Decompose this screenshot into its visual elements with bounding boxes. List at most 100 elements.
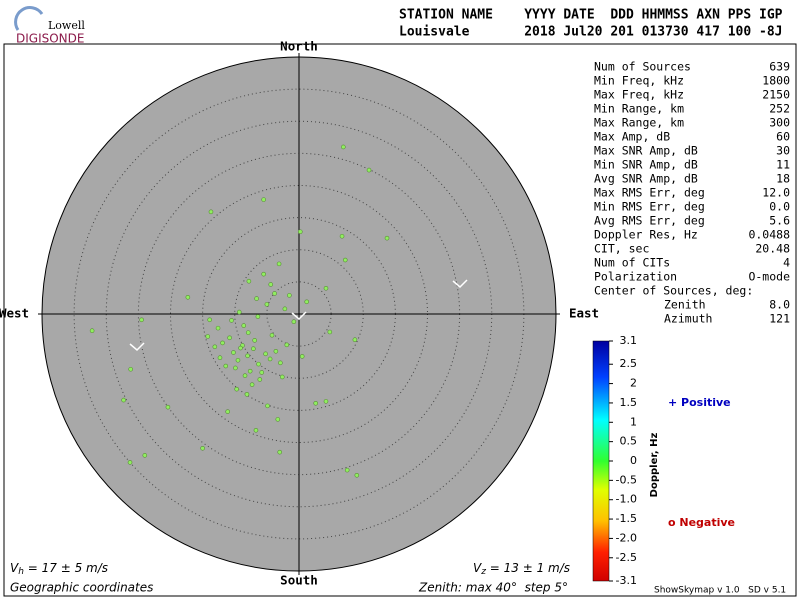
stat-value: 30 [776,144,790,158]
source-point [212,344,218,350]
source-point [223,363,229,369]
marker-chevron [452,279,468,289]
source-point [246,278,252,284]
stat-label: Min Range, km [594,102,684,116]
stat-value: 0.0488 [748,228,790,242]
source-point [272,291,277,296]
source-point [259,370,265,375]
source-point [121,397,126,403]
stat-value: 11 [776,158,790,172]
stat-label: Num of Sources [594,60,691,74]
source-point [241,323,247,328]
source-point [244,392,250,397]
vz: Vz = 13 ± 1 m/s [473,561,570,577]
source-point [273,348,279,354]
colorbar [592,340,610,582]
colorbar-tick-label: -3.1 [616,574,637,587]
source-point [341,144,346,150]
source-point [89,328,95,334]
source-point [245,330,251,335]
header-line: Louisvale 2018 Jul20 201 013730 417 100 … [399,25,783,40]
stat-value: 5.6 [769,214,790,228]
colorbar-tick-label: -1.0 [616,493,637,506]
stat-label: Max RMS Err, deg [594,186,705,200]
source-point [254,296,259,301]
source-point [257,377,263,382]
source-point [185,294,191,300]
source-point [261,271,266,277]
source-point [342,257,348,263]
marker-chevron [129,342,145,352]
source-point [278,360,283,366]
source-point [229,318,234,323]
source-point [208,209,214,215]
stat-value: 18 [776,172,790,186]
source-point [327,329,333,335]
colorbar-tick-label: -1.5 [616,512,637,525]
source-point [249,382,255,387]
stat-label: Max Amp, dB [594,130,670,144]
source-point [205,334,211,339]
marker-chevron [291,311,307,321]
stat-label: Max Range, km [594,116,684,130]
frame [3,43,797,597]
source-point [247,368,253,374]
source-point [231,350,236,355]
source-point [287,293,292,298]
source-point [127,460,133,465]
source-point [207,317,212,323]
source-point [234,386,239,392]
colorbar-title: Doppler, Hz [649,433,660,498]
source-point [264,302,270,307]
direction: North [280,39,318,54]
source-point [354,472,360,478]
source-point [261,197,266,202]
stat-label: Avg RMS Err, deg [594,214,705,228]
source-point [282,306,288,312]
coords-note: Geographic coordinates [10,581,153,595]
stat-value: 300 [769,116,790,130]
stat-value: 60 [776,130,790,144]
source-point [253,427,259,433]
colorbar-tick-label: 0.5 [620,435,638,448]
stat-value: 20.48 [755,242,790,256]
source-point [339,233,345,239]
source-point [242,373,248,378]
source-point [265,403,270,409]
version: ShowSkymap v 1.0 SD v 5.1 [654,586,786,596]
source-point [128,366,133,372]
source-point [291,319,297,325]
source-point [268,282,274,287]
stat-label: CIT, sec [594,242,649,256]
source-point [255,314,261,319]
source-point [251,346,256,351]
stat-label: Azimuth [664,312,712,326]
source-point [276,261,282,267]
stat-value: 0.0 [769,200,790,214]
source-point [256,361,261,367]
stat-label: Doppler Res, Hz [594,228,698,242]
source-point [323,399,329,404]
source-point [269,332,275,338]
source-point [297,229,303,235]
stat-label: Zenith [664,298,706,312]
source-point [277,449,283,455]
colorbar-tick-label: -2.5 [616,551,637,564]
stat-value: 639 [769,60,790,74]
colorbar-tick-label: 1 [630,415,637,428]
source-point [352,337,358,343]
source-point [233,365,238,371]
stat-value: 2150 [762,88,790,102]
direction: West [0,306,29,321]
legend-positive: + Positive [668,396,731,409]
vh: Vh = 17 ± 5 m/s [10,561,108,577]
stat-value: 252 [769,102,790,116]
zenith-note: Zenith: max 40° step 5° [418,581,568,595]
stat-value: 121 [769,312,790,326]
stat-value: O-mode [748,270,790,284]
source-point [217,355,223,360]
logo-top: Lowell [48,19,85,32]
source-point [139,317,144,323]
source-point [279,374,285,380]
source-point [275,417,281,422]
